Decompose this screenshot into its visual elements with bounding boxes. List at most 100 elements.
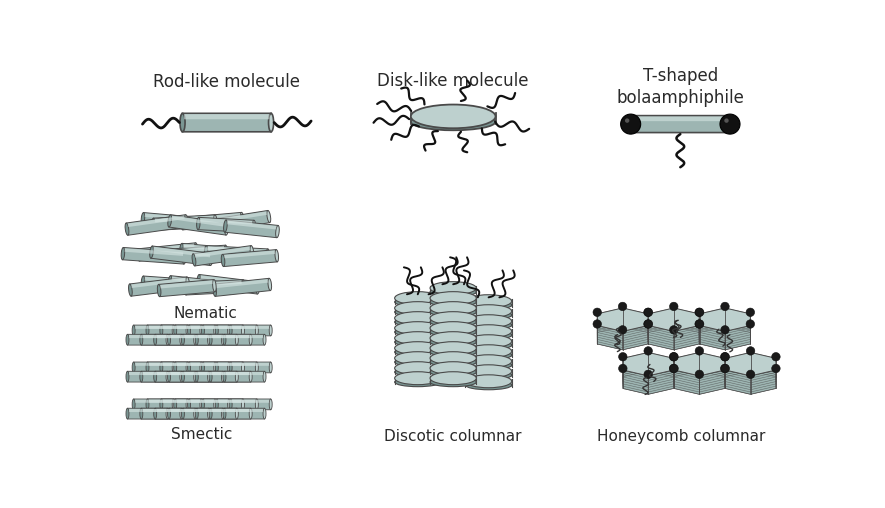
Ellipse shape: [163, 249, 166, 262]
Polygon shape: [395, 336, 441, 344]
Circle shape: [625, 118, 629, 123]
FancyBboxPatch shape: [184, 335, 221, 338]
Ellipse shape: [212, 279, 216, 292]
Ellipse shape: [395, 307, 441, 316]
FancyBboxPatch shape: [219, 363, 255, 366]
Ellipse shape: [466, 351, 512, 360]
Ellipse shape: [430, 372, 476, 385]
FancyBboxPatch shape: [184, 409, 221, 412]
FancyBboxPatch shape: [157, 372, 194, 375]
Circle shape: [695, 346, 704, 355]
FancyBboxPatch shape: [177, 326, 213, 329]
Polygon shape: [411, 113, 496, 123]
FancyBboxPatch shape: [127, 215, 188, 235]
Ellipse shape: [242, 280, 245, 292]
Ellipse shape: [252, 220, 256, 233]
Ellipse shape: [180, 371, 183, 382]
Ellipse shape: [221, 334, 225, 345]
FancyBboxPatch shape: [196, 334, 237, 345]
Ellipse shape: [146, 362, 149, 373]
Polygon shape: [466, 339, 512, 347]
FancyBboxPatch shape: [169, 215, 227, 235]
Ellipse shape: [213, 215, 217, 227]
Ellipse shape: [268, 113, 273, 132]
Ellipse shape: [269, 325, 273, 336]
Ellipse shape: [200, 362, 203, 373]
FancyBboxPatch shape: [189, 399, 229, 410]
Polygon shape: [466, 320, 512, 327]
FancyBboxPatch shape: [190, 326, 227, 329]
Ellipse shape: [430, 367, 476, 376]
FancyBboxPatch shape: [163, 400, 200, 403]
Ellipse shape: [186, 325, 189, 336]
Ellipse shape: [395, 372, 441, 385]
Ellipse shape: [188, 399, 190, 410]
Ellipse shape: [235, 371, 238, 382]
FancyBboxPatch shape: [634, 116, 727, 121]
FancyBboxPatch shape: [225, 371, 265, 382]
Ellipse shape: [430, 292, 476, 305]
Circle shape: [619, 326, 627, 334]
Circle shape: [720, 326, 729, 334]
FancyBboxPatch shape: [185, 280, 243, 295]
Polygon shape: [395, 306, 441, 314]
FancyBboxPatch shape: [219, 400, 255, 403]
Ellipse shape: [430, 281, 476, 295]
Ellipse shape: [466, 305, 512, 318]
Ellipse shape: [168, 215, 172, 227]
Ellipse shape: [224, 220, 227, 232]
FancyBboxPatch shape: [200, 218, 252, 225]
FancyBboxPatch shape: [208, 246, 266, 253]
FancyBboxPatch shape: [210, 210, 270, 232]
Ellipse shape: [214, 362, 217, 373]
FancyBboxPatch shape: [184, 372, 221, 375]
Ellipse shape: [194, 408, 196, 419]
Polygon shape: [395, 376, 441, 384]
Circle shape: [724, 118, 728, 123]
Ellipse shape: [263, 408, 266, 419]
FancyBboxPatch shape: [175, 362, 215, 373]
Ellipse shape: [227, 399, 231, 410]
FancyBboxPatch shape: [181, 243, 237, 261]
Ellipse shape: [200, 325, 203, 336]
Ellipse shape: [235, 334, 238, 345]
Polygon shape: [395, 366, 441, 374]
FancyBboxPatch shape: [149, 363, 186, 366]
Ellipse shape: [466, 335, 512, 347]
FancyBboxPatch shape: [155, 371, 196, 382]
Ellipse shape: [223, 371, 226, 382]
Ellipse shape: [430, 342, 476, 355]
FancyBboxPatch shape: [232, 326, 269, 329]
FancyBboxPatch shape: [142, 335, 180, 338]
FancyBboxPatch shape: [155, 334, 196, 345]
Ellipse shape: [208, 371, 211, 382]
FancyBboxPatch shape: [134, 399, 173, 410]
Ellipse shape: [168, 276, 172, 288]
FancyBboxPatch shape: [153, 247, 211, 258]
Ellipse shape: [411, 113, 496, 130]
Ellipse shape: [466, 375, 512, 388]
Polygon shape: [395, 346, 441, 354]
FancyBboxPatch shape: [171, 335, 208, 338]
Text: Smectic: Smectic: [171, 427, 232, 442]
Ellipse shape: [241, 212, 244, 225]
Polygon shape: [466, 350, 512, 357]
Ellipse shape: [180, 243, 183, 256]
FancyBboxPatch shape: [148, 362, 188, 373]
Ellipse shape: [466, 331, 512, 340]
Ellipse shape: [184, 282, 188, 295]
Ellipse shape: [137, 249, 141, 261]
FancyBboxPatch shape: [224, 250, 275, 259]
Ellipse shape: [215, 325, 219, 336]
Text: Honeycomb columnar: Honeycomb columnar: [596, 429, 766, 444]
FancyBboxPatch shape: [217, 325, 257, 336]
FancyBboxPatch shape: [134, 325, 173, 336]
FancyBboxPatch shape: [183, 371, 223, 382]
Ellipse shape: [466, 310, 512, 320]
FancyBboxPatch shape: [193, 245, 253, 266]
Polygon shape: [430, 336, 476, 344]
FancyBboxPatch shape: [148, 399, 188, 410]
FancyBboxPatch shape: [142, 408, 181, 419]
Ellipse shape: [395, 332, 441, 344]
Polygon shape: [623, 353, 673, 376]
